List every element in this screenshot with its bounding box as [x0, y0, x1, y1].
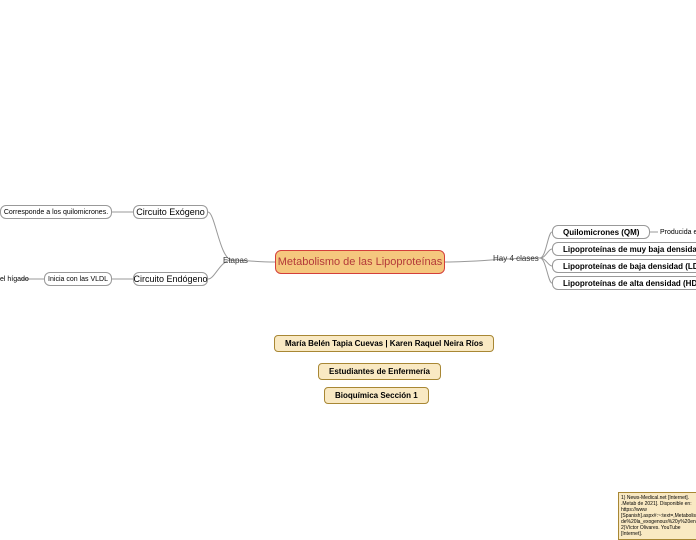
exogeno-label: Circuito Exógeno — [136, 207, 205, 217]
node-endogeno: Circuito Endógeno — [133, 272, 208, 286]
node-exogeno: Circuito Exógeno — [133, 205, 208, 219]
references-box: 1) News-Medical.net [Internet]. .Metab d… — [618, 492, 696, 540]
endogeno-label: Circuito Endógeno — [133, 274, 207, 284]
vldl-label: Lipoproteínas de muy baja densidad — [563, 245, 696, 254]
center-node: Metabolismo de las Lipoproteínas — [275, 250, 445, 274]
footer-course: Bioquímica Sección 1 — [324, 387, 429, 404]
higado-text: el hígado — [0, 276, 29, 283]
vldl-note-label: Inicia con las VLDL — [48, 276, 108, 283]
node-qm: Quilomicrones (QM) — [552, 225, 650, 239]
node-quilo-note: Corresponde a los quilomicrones. — [0, 205, 112, 219]
node-ldl: Lipoproteínas de baja densidad (LDL) — [552, 259, 696, 273]
ldl-label: Lipoproteínas de baja densidad (LDL) — [563, 262, 696, 271]
center-label: Metabolismo de las Lipoproteínas — [278, 256, 442, 268]
edge-label-etapas: Etapas — [223, 256, 248, 265]
footer-students: Estudiantes de Enfermería — [318, 363, 441, 380]
hdl-label: Lipoproteínas de alta densidad (HDL) — [563, 279, 696, 288]
footer-authors: María Belén Tapia Cuevas | Karen Raquel … — [274, 335, 494, 352]
quilo-note-label: Corresponde a los quilomicrones. — [4, 209, 108, 216]
node-vldl-note: Inicia con las VLDL — [44, 272, 112, 286]
node-hdl: Lipoproteínas de alta densidad (HDL) — [552, 276, 696, 290]
node-vldl: Lipoproteínas de muy baja densidad — [552, 242, 696, 256]
edge-label-clases: Hay 4 clases — [493, 254, 539, 263]
qm-label: Quilomicrones (QM) — [563, 228, 639, 237]
producida-text: Producida en — [660, 229, 696, 236]
